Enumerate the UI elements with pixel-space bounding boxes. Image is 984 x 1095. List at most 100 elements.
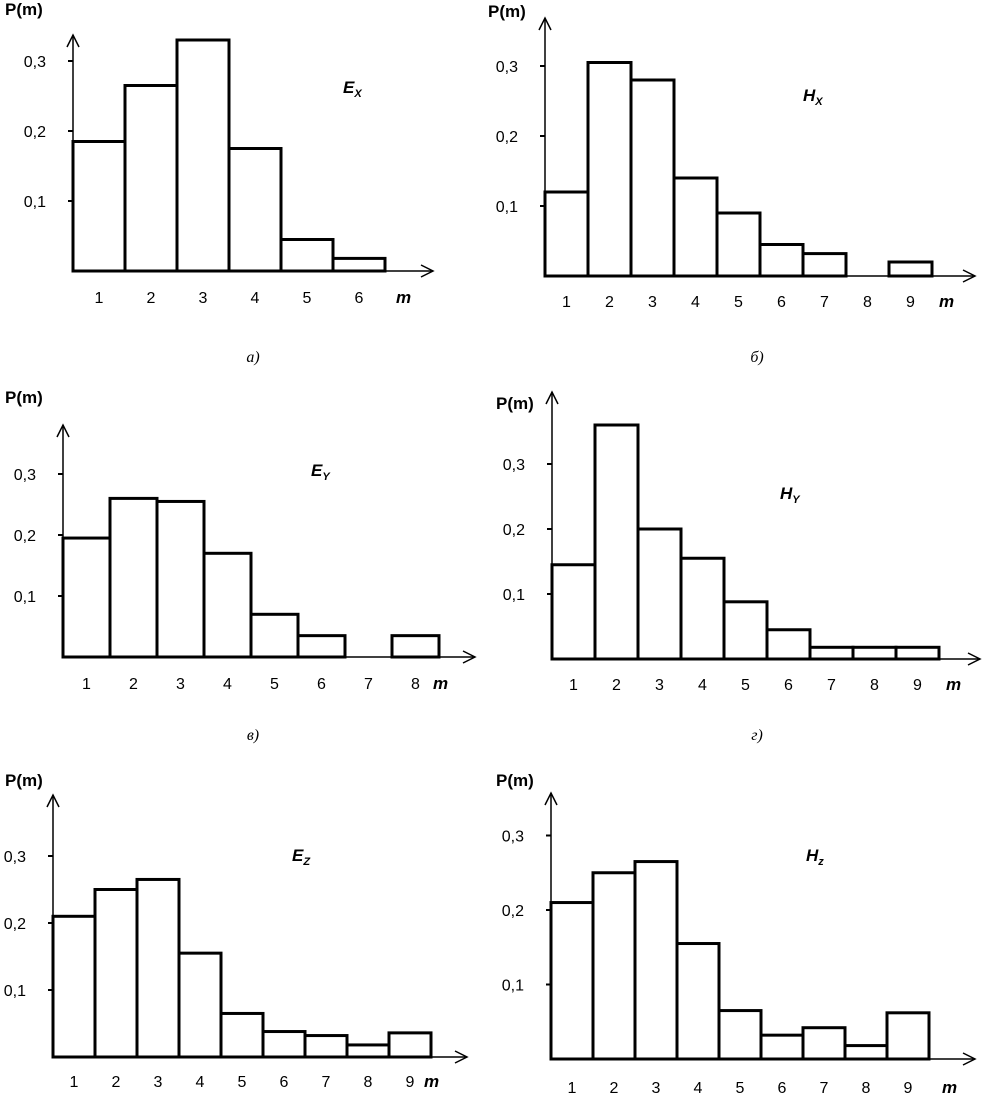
- panel-caption: г): [751, 727, 763, 744]
- x-axis-arrow: [462, 650, 477, 664]
- bar-m-4: [675, 942, 721, 1061]
- chart-panel-5: 0,1 0,2 0,3 1 2 3 4 5 6 7 8 9 m P(m) EZ: [4, 771, 469, 1091]
- bar-m-5: [219, 1011, 265, 1059]
- chart-title-main: H: [803, 86, 816, 105]
- bar-m-3: [135, 877, 181, 1059]
- bar-m-6: [331, 256, 387, 273]
- x-tick-label: 7: [364, 676, 373, 693]
- chart-title-subscript: X: [814, 96, 823, 108]
- chart-title-subscript: X: [353, 88, 362, 100]
- y-tick-label: 0,3: [4, 849, 26, 866]
- bar-m-2: [593, 423, 640, 661]
- bar-m-9: [885, 1011, 931, 1061]
- bar-m-8: [843, 1044, 889, 1061]
- chart-title: EY: [311, 461, 331, 483]
- y-axis-arrow: [56, 423, 70, 438]
- y-axis-label: P(m): [496, 771, 534, 790]
- chart-title: Hz: [806, 846, 824, 868]
- bar-m-3: [629, 78, 676, 278]
- bar-m-6: [261, 1030, 307, 1059]
- x-tick-label: 8: [863, 294, 872, 311]
- y-tick-label: 0,1: [502, 978, 524, 995]
- x-tick-label: 1: [562, 294, 571, 311]
- bar-m-8: [390, 634, 441, 659]
- x-tick-label: 3: [176, 676, 185, 693]
- x-tick-label: 4: [251, 290, 260, 307]
- y-axis-label: P(m): [488, 2, 526, 21]
- x-axis-label: m: [396, 288, 411, 307]
- x-tick-label: 5: [741, 677, 750, 694]
- x-tick-label: 3: [154, 1074, 163, 1091]
- bar-m-5: [249, 612, 300, 659]
- x-tick-label: 6: [280, 1074, 289, 1091]
- x-tick-label: 3: [199, 290, 208, 307]
- bar-m-5: [279, 238, 335, 273]
- x-tick-label: 5: [736, 1080, 745, 1095]
- bar-m-7: [808, 645, 855, 661]
- y-tick-label: 0,2: [496, 129, 518, 146]
- x-tick-label: 6: [317, 676, 326, 693]
- y-tick-label: 0,3: [24, 54, 46, 71]
- bar-m-9: [387, 1031, 433, 1059]
- y-tick-label: 0,2: [4, 916, 26, 933]
- y-axis-arrow: [544, 791, 558, 806]
- chart-title: HY: [780, 484, 801, 506]
- x-tick-label: 7: [820, 1080, 829, 1095]
- bar-m-5: [722, 600, 769, 661]
- chart-title-subscript: Z: [302, 856, 311, 868]
- x-tick-label: 9: [906, 294, 915, 311]
- x-tick-label: 4: [196, 1074, 205, 1091]
- x-tick-label: 2: [129, 676, 138, 693]
- x-tick-label: 9: [904, 1080, 913, 1095]
- x-tick-label: 1: [568, 1080, 577, 1095]
- x-tick-label: 6: [784, 677, 793, 694]
- x-tick-label: 6: [777, 294, 786, 311]
- bar-m-4: [177, 951, 223, 1059]
- bar-m-9: [894, 645, 941, 661]
- x-tick-label: 2: [605, 294, 614, 311]
- bar-m-5: [717, 1009, 763, 1061]
- x-axis-label: m: [433, 674, 448, 693]
- bar-m-6: [765, 628, 812, 661]
- bar-m-1: [51, 914, 97, 1059]
- y-axis-arrow: [46, 793, 60, 808]
- y-tick-label: 0,2: [502, 903, 524, 920]
- bar-m-4: [202, 551, 253, 659]
- y-axis-arrow: [66, 33, 80, 48]
- x-tick-label: 6: [355, 290, 364, 307]
- x-tick-label: 2: [147, 290, 156, 307]
- x-axis-arrow: [962, 1052, 977, 1066]
- x-tick-label: 3: [655, 677, 664, 694]
- panel-caption: б): [750, 349, 763, 366]
- y-tick-label: 0,3: [14, 467, 36, 484]
- x-tick-label: 7: [820, 294, 829, 311]
- x-tick-label: 1: [569, 677, 578, 694]
- bar-m-1: [61, 536, 112, 659]
- x-tick-label: 3: [648, 294, 657, 311]
- x-tick-label: 2: [112, 1074, 121, 1091]
- y-tick-label: 0,3: [503, 457, 525, 474]
- bar-m-3: [636, 527, 683, 661]
- x-axis-label: m: [946, 675, 961, 694]
- y-tick-label: 0,1: [496, 199, 518, 216]
- x-tick-label: 7: [827, 677, 836, 694]
- chart-title-main: E: [343, 78, 355, 97]
- bar-m-1: [550, 563, 597, 661]
- y-tick-label: 0,2: [14, 528, 36, 545]
- x-tick-label: 5: [270, 676, 279, 693]
- chart-title: HX: [803, 86, 823, 108]
- x-tick-label: 5: [238, 1074, 247, 1091]
- bar-m-1: [543, 190, 590, 278]
- chart-title: EX: [343, 78, 362, 100]
- y-axis-label: P(m): [5, 388, 43, 407]
- bar-m-2: [586, 61, 633, 278]
- panel-caption: а): [246, 349, 259, 366]
- chart-panel-4: 0,10,20,31 2 3 4 5 6 7 8 9 mP(m)HYг): [496, 390, 982, 744]
- chart-panel-1: 0,10,20,31 2 3 4 5 6 mP(m)EXа): [5, 0, 435, 366]
- x-tick-label: 1: [70, 1074, 79, 1091]
- x-tick-label: 4: [691, 294, 700, 311]
- x-axis-label: m: [939, 292, 954, 311]
- bar-m-8: [345, 1043, 391, 1059]
- y-tick-label: 0,3: [496, 59, 518, 76]
- bar-m-5: [715, 211, 762, 278]
